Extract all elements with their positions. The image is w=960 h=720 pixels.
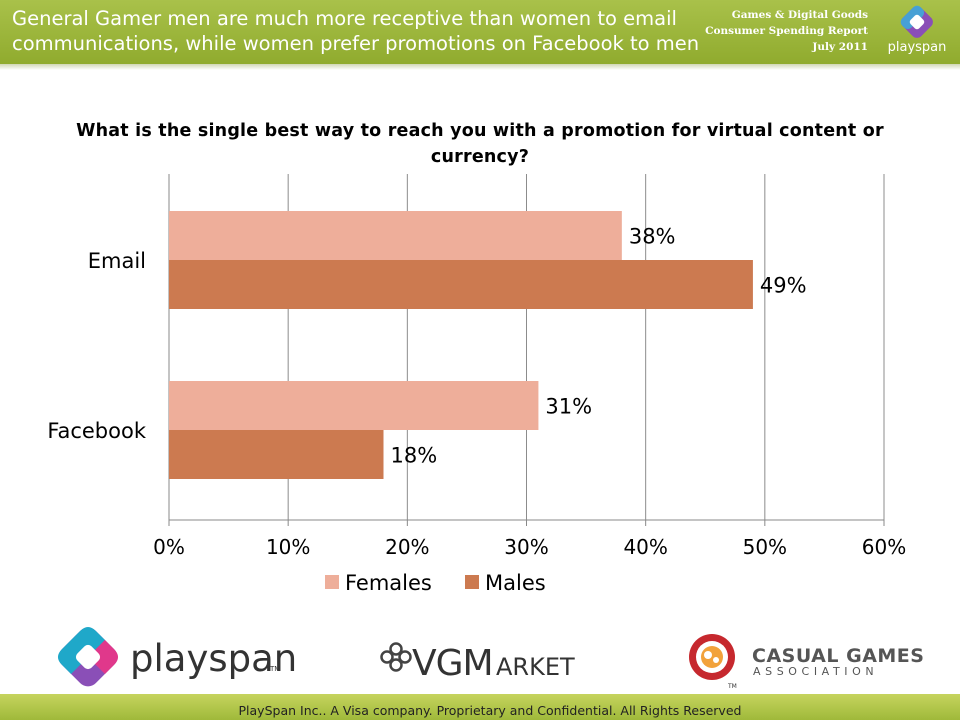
bar-chart: 0% 10% 20% 30% 40% 50% 60% Email 38% 49% Facebook 3… <box>47 174 906 595</box>
partner-logos: playspan TM VGM ARKET TM CASUAL GAMES AS… <box>57 626 924 690</box>
report-info: Games & Digital Goods Consumer Spending … <box>678 7 868 55</box>
bar <box>169 211 622 260</box>
bar <box>169 381 539 430</box>
cga-tm: TM <box>727 683 737 690</box>
legend-swatch <box>325 575 339 589</box>
bar <box>169 260 753 309</box>
playspan-logo-icon <box>900 5 933 38</box>
x-tick-label: 60% <box>862 535 906 559</box>
report-line-1: Games & Digital Goods <box>731 9 868 21</box>
report-line-3: July 2011 <box>812 41 868 53</box>
x-tick-label: 50% <box>743 535 787 559</box>
x-tick-label: 10% <box>266 535 310 559</box>
x-tick-label: 0% <box>153 535 185 559</box>
x-tick-label: 40% <box>623 535 667 559</box>
cga-line-2: ASSOCIATION <box>753 665 878 678</box>
footer-bar <box>0 694 960 720</box>
cga-emblem-icon <box>689 634 735 680</box>
chart-title: What is the single best way to reach you… <box>76 121 884 167</box>
vgm-suffix: ARKET <box>496 653 575 681</box>
data-label: 31% <box>545 395 592 419</box>
category-label: Email <box>88 249 146 273</box>
bar <box>169 430 384 479</box>
legend-swatch <box>465 575 479 589</box>
report-line-2: Consumer Spending Report <box>705 25 868 37</box>
legend-label: Males <box>485 571 546 595</box>
x-tick-label: 30% <box>504 535 548 559</box>
data-label: 18% <box>391 444 438 468</box>
header-logo-text: playspan <box>887 40 947 55</box>
header-playspan-logo: playspan <box>882 4 952 60</box>
casual-games-logo: TM CASUAL GAMES ASSOCIATION <box>689 634 924 690</box>
x-tick-label: 20% <box>385 535 429 559</box>
vgm-wordmark: VGM <box>412 643 493 684</box>
data-label: 38% <box>629 225 676 249</box>
playspan-wordmark: playspan <box>130 637 297 680</box>
legend-label: Females <box>345 571 432 595</box>
header-shadow <box>0 64 960 70</box>
category-label: Facebook <box>47 419 147 443</box>
vgmarket-logo: VGM ARKET <box>380 642 575 684</box>
header-banner <box>0 0 960 64</box>
data-label: 49% <box>760 274 807 298</box>
playspan-logo: playspan TM <box>57 626 297 687</box>
playspan-tm: TM <box>269 665 280 673</box>
vgmarket-dots-icon <box>380 642 412 672</box>
cga-line-1: CASUAL GAMES <box>752 645 924 667</box>
footer-text: PlaySpan Inc.. A Visa company. Proprieta… <box>238 703 742 718</box>
slide-headline: General Gamer men are much more receptiv… <box>12 7 700 55</box>
playspan-diamond-icon <box>57 626 119 687</box>
